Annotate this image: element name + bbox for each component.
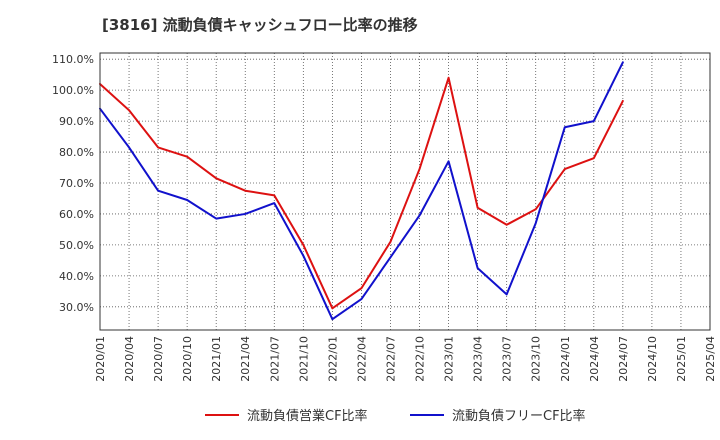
x-tick-label-2021-07: 2021/07: [268, 336, 281, 382]
y-tick-label-100-0: 100.0%: [52, 84, 94, 97]
x-tick-label-2023-07: 2023/07: [501, 336, 514, 382]
x-tick-label-2021-04: 2021/04: [239, 336, 252, 382]
y-tick-label-60-0: 60.0%: [59, 208, 94, 221]
y-tick-label-110-0: 110.0%: [52, 53, 94, 66]
x-tick-label-2020-01: 2020/01: [94, 336, 107, 382]
legend: 流動負債営業CF比率 流動負債フリーCF比率: [205, 408, 586, 424]
x-tick-label-2020-04: 2020/04: [123, 336, 136, 382]
x-tick-label-2020-07: 2020/07: [152, 336, 165, 382]
y-tick-label-80-0: 80.0%: [59, 146, 94, 159]
x-tick-label-2023-01: 2023/01: [443, 336, 456, 382]
x-tick-label-2021-01: 2021/01: [210, 336, 223, 382]
x-tick-label-2023-04: 2023/04: [472, 336, 485, 382]
x-tick-label-2020-10: 2020/10: [181, 336, 194, 382]
y-tick-label-50-0: 50.0%: [59, 239, 94, 252]
y-axis-tick-labels: 30.0% 40.0% 50.0% 60.0% 70.0% 80.0% 90.0% 100.0…: [52, 53, 94, 314]
x-tick-label-2024-10: 2024/10: [646, 336, 659, 382]
x-tick-label-2025-04: 2025/04: [704, 336, 717, 382]
x-tick-label-2023-10: 2023/10: [530, 336, 543, 382]
chart-title: [3816] 流動負債キャッシュフロー比率の推移: [102, 16, 418, 34]
x-axis-tick-labels: 2020/01 2020/04 2020/07 2020/10 2021/01 2021/…: [94, 336, 717, 382]
x-tick-label-2024-01: 2024/01: [559, 336, 572, 382]
grid: [99, 53, 711, 330]
x-tick-label-2024-07: 2024/07: [617, 336, 630, 382]
x-tick-label-2022-04: 2022/04: [355, 336, 368, 382]
x-tick-label-2022-01: 2022/01: [326, 336, 339, 382]
legend-label-2: 流動負債フリーCF比率: [452, 408, 586, 424]
x-tick-label-2021-10: 2021/10: [297, 336, 310, 382]
x-tick-label-2025-01: 2025/01: [675, 336, 688, 382]
y-tick-label-70-0: 70.0%: [59, 177, 94, 190]
plot-area-frame: [99, 52, 711, 331]
y-tick-label-90-0: 90.0%: [59, 115, 94, 128]
legend-label-1: 流動負債営業CF比率: [247, 408, 368, 424]
series-line-2: [99, 61, 624, 321]
y-tick-label-40-0: 40.0%: [59, 270, 94, 283]
series-lines: [99, 61, 624, 321]
series-line-1: [99, 76, 624, 310]
y-tick-label-30-0: 30.0%: [59, 301, 94, 314]
x-tick-label-2022-10: 2022/10: [414, 336, 427, 382]
x-tick-label-2022-07: 2022/07: [384, 336, 397, 382]
x-tick-label-2024-04: 2024/04: [588, 336, 601, 382]
